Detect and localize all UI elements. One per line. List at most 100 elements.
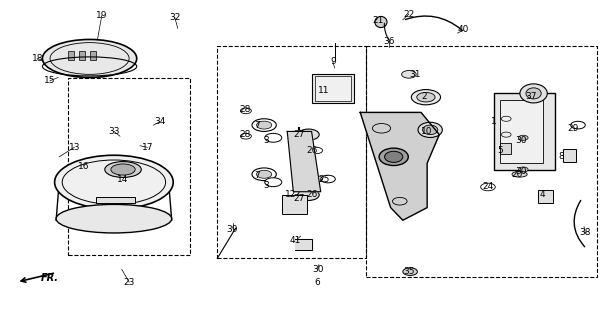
Ellipse shape (384, 151, 403, 162)
Bar (494, 93, 555, 170)
Ellipse shape (252, 119, 276, 132)
Text: 23: 23 (123, 278, 135, 287)
Text: 27: 27 (294, 194, 305, 203)
Ellipse shape (379, 148, 408, 165)
Text: FR.: FR. (41, 273, 59, 283)
Ellipse shape (252, 168, 276, 180)
Text: 41: 41 (290, 236, 301, 245)
Text: 30: 30 (516, 136, 527, 146)
Ellipse shape (265, 178, 282, 187)
Text: 22: 22 (403, 10, 414, 19)
Ellipse shape (42, 39, 137, 77)
Text: 20: 20 (511, 170, 523, 179)
Text: 30: 30 (312, 265, 323, 274)
Text: 21: 21 (373, 16, 384, 25)
Text: 39: 39 (227, 225, 238, 234)
Polygon shape (287, 132, 321, 192)
Text: 14: 14 (117, 174, 129, 184)
Text: 7: 7 (254, 172, 260, 180)
Text: 30: 30 (516, 167, 527, 176)
Bar (500, 142, 511, 154)
Text: 10: 10 (422, 127, 433, 136)
Polygon shape (360, 112, 439, 220)
Bar (282, 195, 307, 214)
Text: 26: 26 (306, 190, 317, 199)
Ellipse shape (62, 160, 166, 204)
Ellipse shape (310, 147, 323, 154)
Text: 40: 40 (458, 25, 469, 35)
Text: 27: 27 (294, 130, 305, 139)
Text: 12: 12 (285, 190, 296, 199)
Text: 19: 19 (96, 11, 108, 20)
Text: 35: 35 (403, 267, 415, 276)
Text: 37: 37 (525, 92, 536, 101)
Text: 3: 3 (263, 136, 269, 146)
Circle shape (481, 183, 496, 191)
Text: 8: 8 (558, 152, 564, 161)
Text: 25: 25 (318, 174, 329, 184)
Text: 24: 24 (482, 182, 494, 191)
Ellipse shape (520, 84, 547, 103)
Text: 15: 15 (44, 76, 56, 85)
Text: 28: 28 (239, 130, 251, 139)
Circle shape (403, 268, 417, 276)
Bar (218, 46, 367, 258)
Circle shape (571, 121, 585, 129)
Ellipse shape (105, 162, 141, 178)
Text: 1: 1 (491, 117, 497, 126)
Text: 4: 4 (540, 190, 546, 199)
Text: 2: 2 (422, 92, 427, 101)
Text: 32: 32 (169, 13, 180, 22)
Ellipse shape (526, 88, 541, 99)
Bar (96, 197, 135, 203)
Bar (90, 51, 97, 60)
Text: 18: 18 (32, 54, 43, 63)
Bar (315, 76, 351, 101)
Text: 7: 7 (254, 121, 260, 130)
Bar (538, 190, 553, 203)
Text: 31: 31 (409, 70, 421, 79)
Ellipse shape (418, 122, 442, 138)
Text: 36: 36 (384, 36, 395, 45)
Text: 34: 34 (154, 117, 165, 126)
Text: 26: 26 (306, 146, 317, 155)
Ellipse shape (423, 125, 438, 135)
Ellipse shape (310, 176, 323, 182)
Text: 17: 17 (142, 143, 153, 152)
Ellipse shape (111, 164, 135, 175)
Ellipse shape (56, 204, 172, 233)
Ellipse shape (257, 121, 272, 129)
Text: 29: 29 (568, 124, 579, 133)
Ellipse shape (411, 90, 441, 105)
Text: 9: 9 (330, 57, 336, 66)
Text: 33: 33 (108, 127, 120, 136)
Bar (563, 149, 576, 162)
Bar (79, 51, 86, 60)
Ellipse shape (417, 92, 435, 102)
Ellipse shape (298, 189, 319, 200)
Ellipse shape (54, 155, 173, 209)
Ellipse shape (50, 43, 129, 74)
Ellipse shape (265, 133, 282, 142)
Text: 5: 5 (497, 146, 503, 155)
Circle shape (518, 167, 528, 172)
Bar (68, 51, 75, 60)
Bar (68, 77, 190, 255)
Bar (312, 74, 354, 103)
Ellipse shape (512, 172, 527, 177)
Text: 3: 3 (263, 181, 269, 190)
Ellipse shape (375, 16, 387, 28)
Bar (367, 46, 598, 277)
Text: 28: 28 (239, 105, 251, 114)
Circle shape (401, 70, 416, 78)
Ellipse shape (257, 170, 272, 178)
Text: 16: 16 (78, 162, 89, 171)
Circle shape (518, 135, 528, 140)
Text: 13: 13 (68, 143, 80, 152)
Text: 38: 38 (579, 228, 591, 237)
Bar (500, 100, 543, 163)
Text: 6: 6 (315, 278, 321, 287)
Polygon shape (295, 239, 312, 251)
Text: 11: 11 (318, 86, 329, 95)
Ellipse shape (298, 129, 319, 140)
